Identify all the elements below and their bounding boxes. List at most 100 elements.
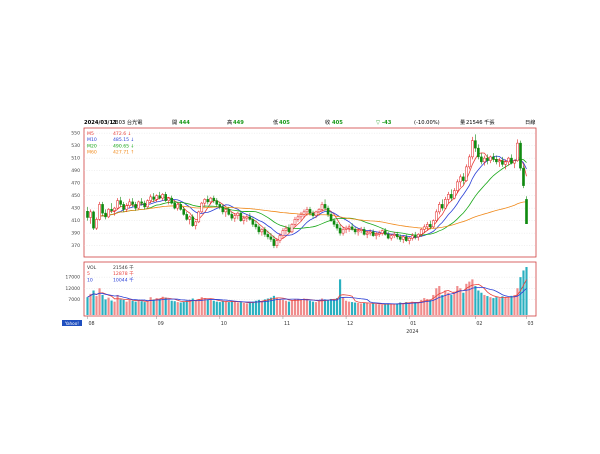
volume-bar (291, 300, 293, 315)
candle-body (345, 228, 347, 229)
candle-body (348, 227, 350, 228)
volume-bar (375, 304, 377, 315)
header-change-label: ▽ (376, 120, 380, 126)
candle (162, 193, 164, 201)
header-high: 449 (233, 120, 244, 126)
candle (249, 213, 251, 221)
candle (462, 173, 464, 184)
candle-body (249, 217, 251, 220)
candle (519, 141, 521, 171)
candle (411, 233, 413, 241)
volume-bar (318, 301, 320, 315)
candle-body (309, 209, 311, 213)
candle (390, 234, 392, 240)
candle-body (234, 216, 236, 219)
candle (468, 154, 470, 169)
candle-body (474, 141, 476, 149)
month-label: 08 (89, 321, 95, 327)
volume-bar (390, 304, 392, 315)
month-label: 01 (410, 321, 416, 327)
volume-bar (141, 301, 143, 315)
volume-bar (186, 301, 188, 315)
volume-bar (216, 302, 218, 315)
candle (180, 202, 182, 211)
candle-body (111, 209, 113, 210)
candle-body (86, 211, 88, 217)
volume-bar (276, 298, 278, 315)
candle-body (516, 143, 518, 161)
legend-name: M5 (87, 131, 94, 137)
candle (225, 208, 227, 217)
legend-value: 485.15 ↓ (113, 137, 134, 143)
candle (165, 192, 167, 202)
volume-bar (153, 299, 155, 315)
volume-bar (113, 302, 115, 315)
candle (98, 202, 100, 221)
volume-bar (447, 293, 449, 315)
candle (360, 227, 362, 233)
candle-body (330, 214, 332, 220)
candle-body (89, 212, 91, 218)
volume-bar (393, 304, 395, 315)
candle-body (225, 209, 227, 212)
volume-bar (402, 303, 404, 315)
candle-body (390, 236, 392, 239)
volume-bar (333, 300, 335, 315)
candle (267, 231, 269, 240)
candle (95, 218, 97, 231)
candle-body (372, 232, 374, 236)
candle-body (213, 198, 215, 201)
volume-bar (144, 302, 146, 315)
price-tick-label: 390 (71, 231, 80, 237)
volume-bar (477, 291, 479, 316)
candle (120, 197, 122, 207)
candle-body (321, 204, 323, 209)
yahoo-logo: Yahoo! (62, 320, 82, 326)
candle (107, 208, 109, 218)
candle-body (126, 206, 128, 210)
volume-bar (462, 293, 464, 315)
volume-bar (135, 302, 137, 315)
candle (465, 164, 467, 182)
volume-bar (495, 297, 497, 315)
candle-body (107, 209, 109, 217)
legend-name: M20 (87, 143, 97, 149)
volume-bar (330, 299, 332, 315)
candle-body (477, 148, 479, 157)
volume-bar (234, 302, 236, 315)
candle (186, 212, 188, 221)
candle-body (252, 219, 254, 224)
volume-bar (279, 299, 281, 315)
candle-body (414, 236, 416, 237)
volume-bar (372, 303, 374, 315)
candle-body (342, 229, 344, 233)
candle-body (228, 209, 230, 214)
header-change-pct: (-10.00%) (414, 120, 440, 126)
volume-bar (309, 301, 311, 315)
volume-bar (312, 302, 314, 315)
candle (291, 223, 293, 233)
candle (138, 201, 140, 210)
volume-bar (354, 303, 356, 315)
candle-body (432, 221, 434, 227)
candle (339, 224, 341, 235)
candle-body (273, 239, 275, 245)
legend-name: 10 (87, 277, 93, 283)
candle-body (354, 229, 356, 232)
candle (126, 203, 128, 212)
candle (447, 192, 449, 203)
volume-bar (351, 302, 353, 315)
candle (195, 221, 197, 230)
volume-bar (101, 295, 103, 315)
volume-bar (213, 301, 215, 315)
month-label: 11 (284, 321, 290, 327)
volume-bar (210, 300, 212, 315)
volume-bar (300, 300, 302, 315)
candle (345, 226, 347, 234)
candle-body (429, 224, 431, 227)
candle (288, 224, 290, 233)
candles (86, 134, 527, 248)
legend-value: 472.6 ↓ (113, 131, 131, 137)
candle (258, 224, 260, 234)
candle-body (192, 217, 194, 226)
